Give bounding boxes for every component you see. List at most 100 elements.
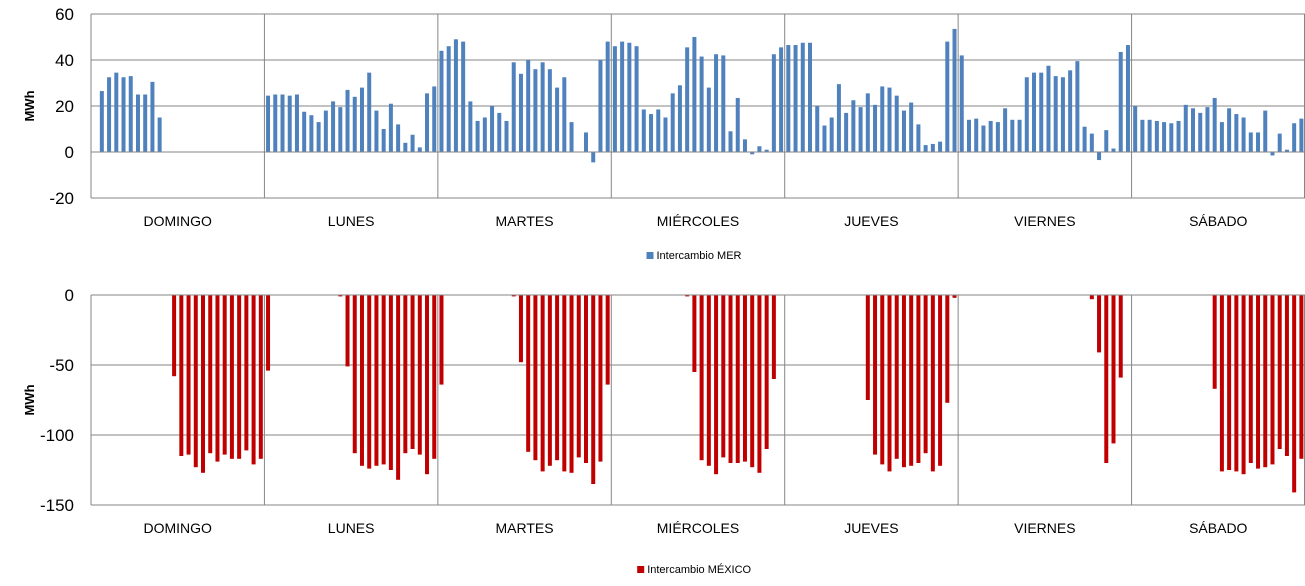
mer-bar bbox=[1147, 119, 1152, 152]
mexico-legend-label: Intercambio MÉXICO bbox=[647, 563, 751, 576]
mer-bar bbox=[1263, 110, 1268, 152]
mer-bar bbox=[1234, 114, 1239, 152]
mexico-bar bbox=[1263, 295, 1268, 468]
mer-bar bbox=[930, 143, 935, 152]
mer-bar bbox=[966, 119, 971, 152]
mexico-bar bbox=[873, 295, 878, 455]
mer-bar bbox=[280, 94, 285, 152]
mexico-bar bbox=[923, 295, 928, 454]
mer-bar bbox=[865, 93, 870, 152]
mexico-bar bbox=[569, 295, 574, 473]
mer-bar bbox=[916, 124, 921, 152]
mexico-bar bbox=[439, 295, 444, 385]
mexico-bar bbox=[894, 295, 899, 459]
mexico-bar bbox=[1234, 295, 1239, 472]
mer-bar bbox=[750, 152, 755, 155]
mer-bar bbox=[1075, 61, 1080, 152]
mer-bar bbox=[901, 110, 906, 152]
mer-bar bbox=[1118, 51, 1123, 153]
mer-bar bbox=[764, 149, 769, 152]
mer-y-tick-label: 60 bbox=[55, 5, 74, 24]
mer-bar bbox=[359, 87, 364, 152]
mer-bar bbox=[309, 115, 314, 152]
mer-bar bbox=[410, 134, 415, 152]
mer-bar bbox=[612, 46, 617, 153]
mer-bar bbox=[620, 41, 625, 152]
mer-bar bbox=[555, 87, 560, 152]
mexico-bar bbox=[410, 295, 415, 449]
mexico-bar bbox=[215, 295, 220, 462]
mexico-bar bbox=[771, 295, 776, 379]
mer-bar bbox=[1205, 107, 1210, 152]
mer-bar bbox=[107, 77, 112, 152]
mer-bar bbox=[1176, 120, 1181, 152]
mer-bar bbox=[562, 77, 567, 152]
mexico-bar bbox=[1256, 295, 1261, 469]
mer-bar bbox=[323, 110, 328, 152]
mer-bar bbox=[99, 91, 104, 152]
mer-bar bbox=[706, 87, 711, 152]
mexico-bar bbox=[562, 295, 567, 472]
mexico-bar bbox=[1097, 295, 1102, 353]
mexico-bar bbox=[930, 295, 935, 472]
mexico-bar bbox=[251, 295, 256, 465]
mer-bar bbox=[273, 94, 278, 152]
mer-day-label: SÁBADO bbox=[1189, 213, 1247, 229]
mer-bar bbox=[786, 45, 791, 152]
mer-bar bbox=[1256, 132, 1261, 152]
mexico-bar bbox=[1089, 295, 1094, 300]
mer-bar bbox=[1003, 108, 1008, 152]
mexico-bar bbox=[583, 295, 588, 463]
mer-bar bbox=[1154, 120, 1159, 152]
mer-bar bbox=[1089, 133, 1094, 152]
mer-bar bbox=[1227, 108, 1232, 152]
mer-bar bbox=[829, 117, 834, 152]
mer-bar bbox=[128, 76, 133, 152]
mer-bar bbox=[1053, 76, 1058, 152]
mer-bar bbox=[836, 84, 841, 152]
mer-bar bbox=[294, 94, 299, 152]
mer-bar bbox=[873, 104, 878, 152]
mer-bar bbox=[157, 117, 162, 152]
mer-bar bbox=[352, 96, 357, 152]
mer-bar bbox=[685, 47, 690, 152]
mexico-bar bbox=[909, 295, 914, 466]
mer-bar bbox=[909, 102, 914, 152]
mer-bar bbox=[981, 125, 986, 152]
mer-y-tick-label: 0 bbox=[65, 143, 74, 162]
mexico-bar bbox=[706, 295, 711, 466]
mexico-bar bbox=[540, 295, 545, 472]
mer-bar bbox=[1032, 72, 1037, 152]
mer-y-tick-label: 20 bbox=[55, 97, 74, 116]
mer-bar bbox=[923, 145, 928, 152]
mer-bar bbox=[1292, 123, 1297, 152]
mexico-bar bbox=[1292, 295, 1297, 493]
mexico-bar bbox=[222, 295, 227, 455]
mer-bar bbox=[721, 55, 726, 152]
mer-bar bbox=[374, 110, 379, 152]
mer-bar bbox=[779, 47, 784, 152]
mer-bar bbox=[583, 132, 588, 152]
mer-bar bbox=[490, 106, 495, 152]
mexico-bar bbox=[1284, 295, 1289, 456]
mer-bar bbox=[316, 122, 321, 152]
mer-bar bbox=[894, 95, 899, 152]
mer-bar bbox=[677, 85, 682, 152]
mer-bar bbox=[670, 93, 675, 152]
mer-bar bbox=[627, 42, 632, 152]
mexico-bar bbox=[1104, 295, 1109, 463]
mer-bar bbox=[1082, 126, 1087, 152]
mer-bar bbox=[1039, 72, 1044, 152]
mer-bar bbox=[988, 120, 993, 152]
mer-bar bbox=[388, 103, 393, 152]
mer-bar bbox=[959, 55, 964, 152]
mer-bar bbox=[1241, 117, 1246, 152]
mexico-day-label: LUNES bbox=[328, 520, 375, 536]
mer-bar bbox=[656, 109, 661, 152]
mexico-bar bbox=[952, 295, 957, 298]
mer-bar bbox=[714, 54, 719, 152]
mer-bar bbox=[526, 60, 531, 152]
mexico-bar bbox=[359, 295, 364, 466]
mer-day-label: MARTES bbox=[496, 213, 554, 229]
mer-bar bbox=[952, 28, 957, 153]
